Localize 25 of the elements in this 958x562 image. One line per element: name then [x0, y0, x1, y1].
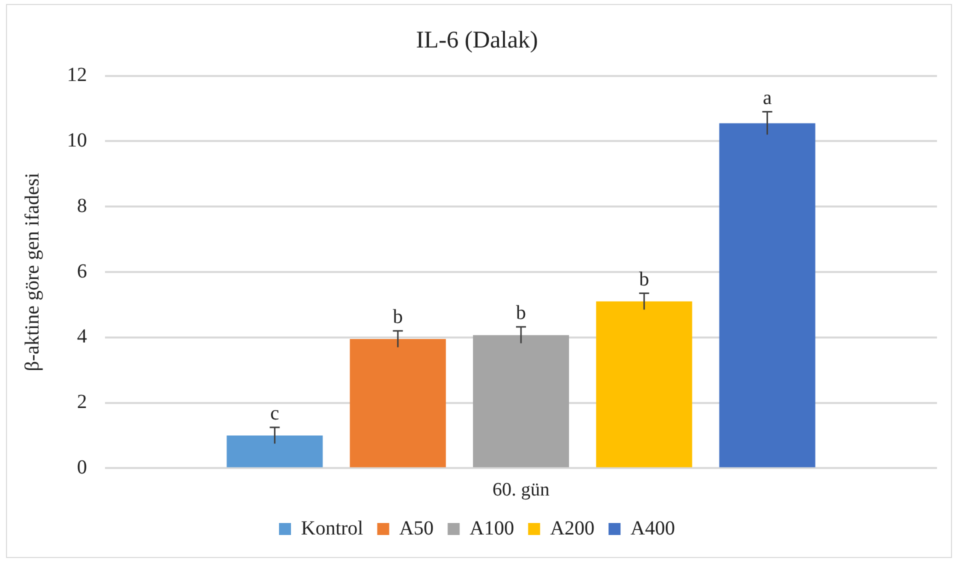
y-tick-label: 12 [67, 64, 87, 86]
data-label: b [639, 268, 650, 291]
data-label: a [762, 87, 772, 110]
bar [226, 436, 323, 468]
y-tick-label: 8 [77, 194, 87, 217]
legend-label: A400 [630, 517, 676, 540]
data-label: c [270, 402, 280, 425]
y-tick-label: 0 [77, 456, 87, 478]
data-label: b [516, 302, 526, 324]
y-tick-label: 10 [67, 129, 87, 152]
x-tick-label: 60. gün [492, 480, 550, 501]
chart-title: IL-6 (Dalak) [416, 28, 538, 54]
bar [719, 123, 816, 468]
y-tick-label: 4 [77, 326, 87, 348]
legend-label: A100 [470, 517, 514, 540]
legend-label: A50 [399, 517, 434, 540]
bar [350, 339, 446, 468]
data-label: b [392, 306, 403, 328]
bar [596, 301, 692, 468]
y-tick-label: 6 [77, 260, 87, 282]
bar [472, 335, 570, 468]
legend-label: A200 [550, 517, 595, 540]
legend-label: Kontrol [301, 517, 364, 540]
y-tick-label: 2 [77, 391, 87, 414]
y-axis-title: β-aktine göre gen ifadesi [21, 172, 44, 372]
